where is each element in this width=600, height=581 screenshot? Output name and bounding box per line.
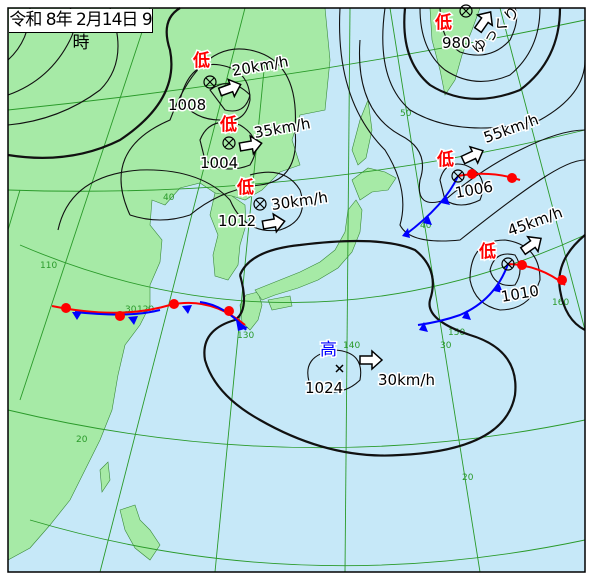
pressure-label: 980 (442, 34, 471, 52)
hollow-arrow-icon (238, 134, 263, 156)
low-label: 低 (236, 177, 254, 198)
map-title: 令和 8年 2月14日 9時 (9, 9, 153, 53)
hollow-arrow-icon (217, 78, 242, 99)
grid-label: 30 (440, 341, 452, 351)
pressure-label: 1008 (168, 96, 206, 114)
grid-label: 160 (552, 298, 569, 308)
shikoku (267, 295, 293, 311)
honshu (254, 199, 363, 301)
taiwan (99, 461, 111, 493)
map-frame (7, 7, 586, 573)
hollow-arrow-icon (519, 235, 542, 256)
high-label: 高 (320, 340, 337, 360)
grid-label: 20 (462, 473, 474, 483)
grid-label: 130 (237, 331, 254, 341)
grid-label: 50 (400, 109, 412, 119)
philippines (119, 504, 161, 561)
pressure-centers (203, 4, 515, 373)
grid-label: 110 (40, 261, 57, 271)
hollow-arrow-icon (473, 11, 494, 34)
x-icon (335, 364, 344, 373)
grid-label: 20 (76, 435, 88, 445)
hollow-arrow-icon (359, 349, 384, 371)
pressure-label: 1012 (218, 212, 256, 230)
hollow-arrow-icon (460, 145, 484, 165)
hokkaido (351, 167, 397, 201)
low-label: 低 (219, 114, 237, 135)
grid-label: 150 (448, 328, 465, 338)
low-label: 低 (478, 241, 496, 262)
korea (209, 192, 247, 281)
low-label: 低 (436, 149, 454, 170)
grid-label: 40 (163, 193, 175, 203)
pressure-label: 1004 (200, 154, 238, 172)
hollow-arrow-icon (261, 212, 286, 234)
low-label: 低 (434, 12, 452, 33)
movement-arrows (217, 11, 542, 371)
pressure-label: 1024 (305, 379, 343, 397)
isobars (7, 7, 586, 457)
low-label: 低 (192, 50, 210, 71)
grid-label: 30 (125, 305, 137, 315)
grid-label: 40 (420, 221, 432, 231)
fronts (51, 169, 567, 332)
speed-label: 30km/h (378, 371, 435, 389)
sakhalin (351, 98, 373, 166)
grid-label: 140 (343, 341, 360, 351)
